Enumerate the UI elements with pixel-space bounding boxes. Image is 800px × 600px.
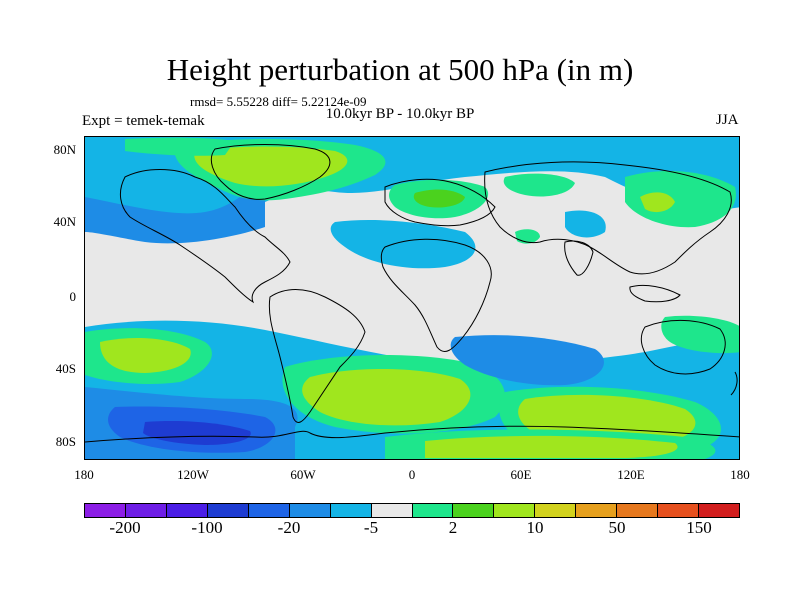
colorbar-swatch [453,504,495,517]
contour-siberia-green [625,171,736,228]
contour-atlantic-blue [330,220,476,269]
contour-antarctic-yg [425,435,678,458]
colorbar-swatch [248,504,290,517]
lat-tick-80n: 80N [53,142,76,157]
colorbar-swatch [330,504,372,517]
map-svg [85,137,739,459]
coastline-india [564,240,594,276]
colorbar-label: -100 [191,518,223,537]
coastline-europe [384,178,496,227]
lon-tick-120e: 120E [617,467,645,482]
coastline-asia [484,161,732,275]
colorbar [84,503,740,518]
colorbar-label: -20 [277,518,301,537]
height-perturbation-map [84,136,740,460]
colorbar-swatch [535,504,577,517]
lat-tick-40n: 40N [53,214,76,229]
coastline-north-america [119,169,291,304]
colorbar-swatch [207,504,249,517]
coastline-antarctica [85,425,739,443]
experiment-label: Expt = temek-temak [82,113,205,129]
colorbar-swatch [412,504,454,517]
lon-tick-180e: 180 [730,467,750,482]
lat-tick-40s: 40S [55,361,76,376]
colorbar-label: -200 [109,518,141,537]
colorbar-swatch [125,504,167,517]
contour-antarctic-core [143,421,251,445]
colorbar-label: 150 [686,518,712,537]
coastline-africa [380,238,492,352]
contour-north-blue-2 [85,177,265,244]
lon-tick-120w: 120W [177,467,209,482]
lat-tick-80s: 80S [55,434,76,449]
colorbar-label: 2 [448,518,458,537]
contour-asia-green [503,173,575,197]
contour-siberia-core [640,192,675,213]
colorbar-swatch [617,504,659,517]
lon-tick-180w: 180 [74,467,94,482]
coastline-new-zealand [730,371,738,396]
colorbar-swatch [699,504,739,517]
coastline-greenland [210,144,331,200]
lat-tick-0: 0 [69,289,77,304]
colorbar-swatch [371,504,413,517]
contour-india [565,210,606,238]
colorbar-swatch [166,504,208,517]
coastline-maritime [629,284,681,303]
colorbar-label: 50 [608,518,626,537]
contour-europe-core [413,189,465,208]
contour-south-pacific-core [100,337,191,373]
lon-tick-60e: 60E [510,467,532,482]
colorbar-swatch [289,504,331,517]
contour-indian-blue [450,335,604,386]
coastline-australia [640,319,726,375]
contour-arctic-green [125,137,235,156]
colorbar-swatch [85,504,126,517]
coastline-south-america [268,289,366,423]
coastlines [85,144,739,443]
colorbar-label: 10 [526,518,544,537]
colorbar-label: -5 [363,518,379,537]
contour-south-atlantic-core [302,368,471,426]
season-label: JJA [716,112,739,128]
lon-tick-60w: 60W [290,467,316,482]
colorbar-swatch [576,504,618,517]
plot-title: Height perturbation at 500 hPa (in m) [166,52,634,87]
lon-tick-0: 0 [408,467,416,482]
contour-greenland-core [194,146,348,187]
plot-subtitle: 10.0kyr BP - 10.0kyr BP [325,106,475,122]
colorbar-swatch [658,504,700,517]
contour-fills [85,137,739,459]
contour-australia-green [661,315,739,354]
stats-text: rmsd= 5.55228 diff= 5.22124e-09 [190,94,367,109]
colorbar-swatch [494,504,536,517]
